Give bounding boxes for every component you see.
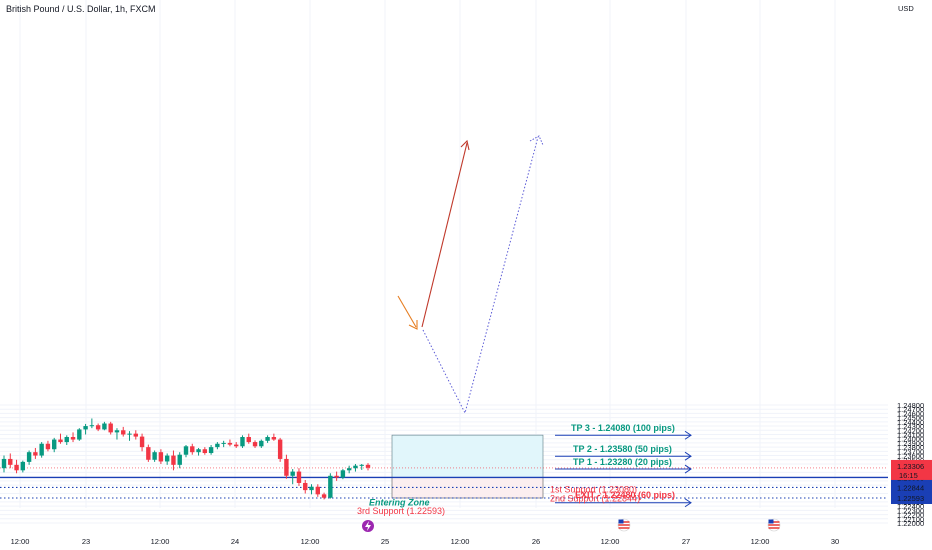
candle-body — [334, 476, 338, 478]
currency-label: USD — [898, 4, 914, 13]
candle-body — [360, 465, 364, 466]
candle-body — [96, 425, 100, 429]
candle-body — [90, 425, 94, 426]
time-tick-label: 25 — [381, 537, 389, 546]
candle-body — [121, 430, 125, 434]
candle-body — [115, 430, 119, 432]
profit-zone[interactable] — [392, 435, 543, 477]
time-tick-label: 30 — [831, 537, 839, 546]
candle-body — [290, 472, 294, 476]
candle-body — [353, 466, 357, 469]
drawings — [398, 136, 543, 413]
candle-body — [284, 459, 288, 476]
candle-body — [65, 437, 69, 442]
candle-body — [209, 447, 213, 453]
time-tick-label: 24 — [231, 537, 239, 546]
candle-body — [303, 483, 307, 490]
current-price-value: 1.23306 — [897, 462, 924, 471]
support-3-label: 3rd Support (1.22593) — [357, 506, 445, 516]
level-badge-text: 1.22593 — [897, 494, 924, 503]
projected-path — [423, 137, 538, 413]
time-tick-label: 23 — [82, 537, 90, 546]
candle-body — [203, 449, 207, 453]
level-badge-text: 1.22844 — [897, 483, 924, 492]
candle-body — [33, 452, 37, 455]
candle-body — [347, 468, 351, 470]
candle-body — [228, 443, 232, 445]
candle-body — [240, 437, 244, 446]
candle-body — [247, 437, 251, 442]
candle-body — [134, 434, 138, 437]
candle-body — [221, 443, 225, 444]
candle-body — [27, 452, 31, 462]
candle-body — [46, 444, 50, 449]
candle-body — [184, 446, 188, 454]
candle-body — [215, 444, 219, 447]
candle-body — [127, 434, 131, 435]
candle-body — [190, 446, 194, 452]
candle-body — [77, 429, 81, 439]
time-axis[interactable]: 12:00 23 12:00 24 12:00 25 12:00 26 12:00 27 12:00… — [11, 537, 840, 546]
candle-body — [39, 444, 43, 456]
time-tick-label: 12:00 — [151, 537, 170, 546]
candle-body — [21, 462, 25, 470]
candle-body — [159, 452, 163, 461]
candle-body — [253, 442, 257, 446]
time-tick-label: 12:00 — [301, 537, 320, 546]
tp1-label: TP 1 - 1.23280 (20 pips) — [573, 457, 672, 467]
candle-body — [265, 437, 269, 441]
time-tick-label: 27 — [682, 537, 690, 546]
candle-body — [278, 440, 282, 459]
time-tick-label: 12:00 — [601, 537, 620, 546]
time-tick-label: 26 — [532, 537, 540, 546]
entry-arrow — [398, 296, 416, 327]
candle-body — [196, 449, 200, 452]
chart-title: British Pound / U.S. Dollar, 1h, FXCM — [6, 4, 156, 14]
candle-body — [272, 437, 276, 440]
time-tick-label: 12:00 — [751, 537, 770, 546]
candle-body — [234, 445, 238, 447]
candle-body — [259, 441, 263, 446]
candle-body — [178, 455, 182, 465]
candle-body — [165, 456, 169, 462]
candle-body — [146, 447, 150, 460]
candle-body — [83, 426, 87, 429]
entering-zone-label: Entering Zone — [369, 497, 430, 507]
candle-body — [366, 465, 370, 468]
candle-body — [322, 494, 326, 497]
candle-body — [108, 424, 112, 433]
candle-body — [328, 476, 332, 498]
price-tick-label: 1.22000 — [897, 519, 924, 528]
us-flag-icon[interactable] — [768, 519, 780, 531]
candle-body — [152, 452, 156, 460]
countdown-value: 16:15 — [899, 471, 918, 480]
candle-body — [71, 437, 75, 440]
candle-body — [2, 459, 6, 468]
candle-body — [8, 459, 12, 465]
candle-body — [297, 472, 301, 483]
time-tick-label: 12:00 — [451, 537, 470, 546]
tp2-label: TP 2 - 1.23580 (50 pips) — [573, 444, 672, 454]
candle-body — [309, 487, 313, 490]
us-flag-icon[interactable] — [618, 519, 630, 531]
candle-body — [171, 456, 175, 465]
support-2-label: 2nd Support (1.22844) — [550, 493, 640, 503]
long-arrow-head — [461, 141, 469, 150]
candle-body — [140, 437, 144, 448]
lightning-icon[interactable] — [362, 520, 374, 532]
candle-body — [316, 487, 320, 495]
candle-body — [52, 440, 56, 450]
candle-body — [102, 424, 106, 430]
candle-body — [341, 470, 345, 477]
candle-body — [14, 465, 18, 470]
candle-body — [58, 440, 62, 443]
tp3-label: TP 3 - 1.24080 (100 pips) — [571, 423, 675, 433]
time-tick-label: 12:00 — [11, 537, 30, 546]
